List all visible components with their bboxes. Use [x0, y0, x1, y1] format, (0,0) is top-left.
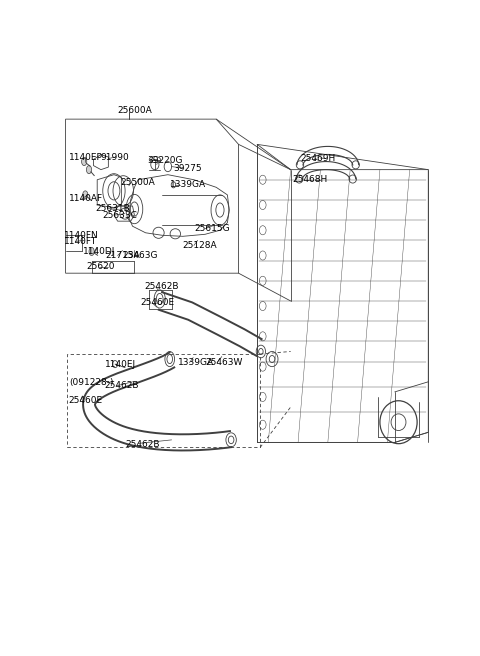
Text: 25600A: 25600A: [118, 106, 153, 115]
Text: 25460E: 25460E: [68, 396, 102, 405]
Text: 25615G: 25615G: [194, 224, 229, 234]
Text: 25631B: 25631B: [96, 204, 130, 213]
Text: 25633C: 25633C: [103, 211, 138, 220]
Text: 25620: 25620: [87, 262, 115, 271]
Text: 39220G: 39220G: [147, 156, 183, 165]
Text: 21713A: 21713A: [106, 251, 140, 260]
Bar: [67, 354, 260, 447]
Text: 25462B: 25462B: [145, 282, 180, 291]
Text: 1140AF: 1140AF: [69, 194, 103, 203]
Text: 1140FT: 1140FT: [64, 237, 97, 246]
Text: 1339GA: 1339GA: [170, 180, 206, 190]
Text: 25463W: 25463W: [205, 358, 242, 367]
Ellipse shape: [89, 247, 94, 255]
Ellipse shape: [83, 191, 88, 199]
Text: 25462B: 25462B: [104, 381, 138, 390]
Text: 1140EJ: 1140EJ: [105, 359, 136, 369]
Text: 1339GA: 1339GA: [178, 358, 215, 367]
Text: 25500A: 25500A: [120, 178, 156, 187]
Text: 25469H: 25469H: [300, 154, 335, 163]
Text: 25463G: 25463G: [122, 251, 158, 260]
Ellipse shape: [86, 165, 92, 174]
Text: 39275: 39275: [173, 164, 202, 173]
Text: 91990: 91990: [100, 152, 129, 161]
Text: (091228-): (091228-): [69, 379, 114, 387]
Text: 1140FN: 1140FN: [64, 231, 98, 240]
Text: 25460E: 25460E: [140, 298, 174, 308]
Text: 25462B: 25462B: [125, 440, 159, 449]
Text: 1140DJ: 1140DJ: [83, 247, 115, 256]
Text: 25468H: 25468H: [292, 175, 328, 184]
Text: 25128A: 25128A: [183, 241, 217, 250]
Ellipse shape: [82, 157, 87, 165]
Text: 1140EP: 1140EP: [69, 152, 103, 161]
